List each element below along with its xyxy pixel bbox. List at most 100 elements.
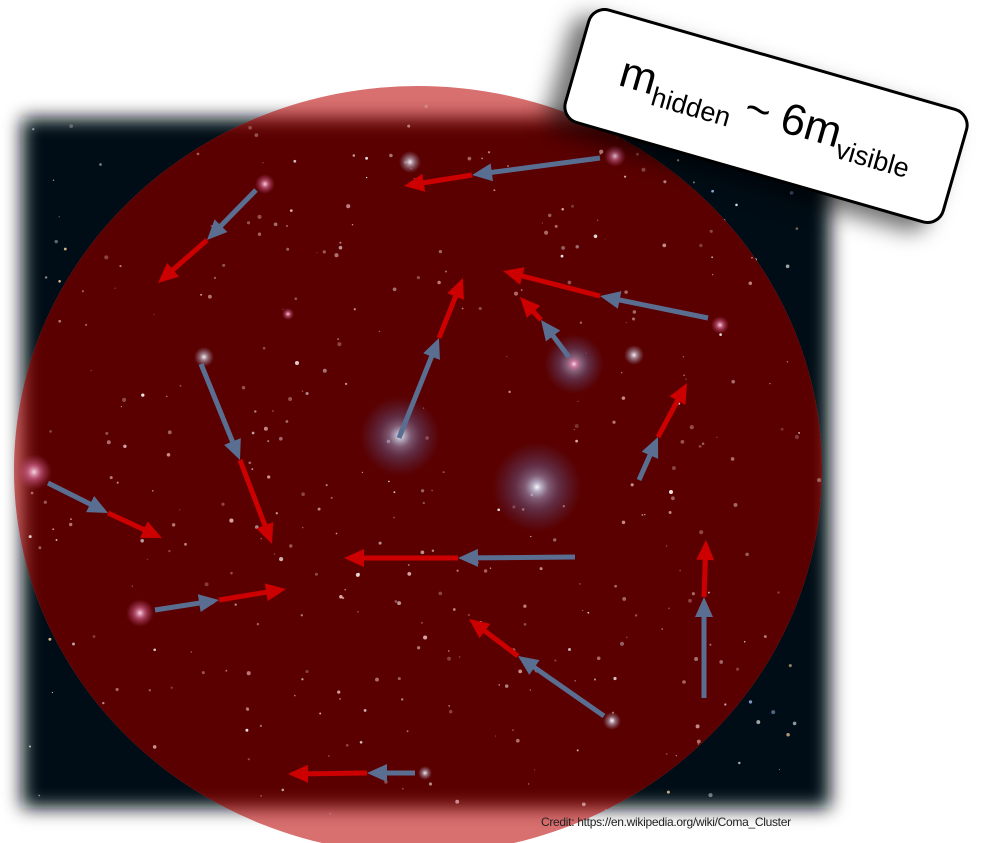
star — [596, 219, 599, 222]
star — [29, 745, 31, 748]
star — [105, 431, 109, 435]
star — [512, 729, 514, 731]
star — [116, 481, 119, 484]
star — [153, 313, 155, 315]
star — [251, 431, 255, 435]
star — [392, 287, 397, 292]
star — [69, 522, 73, 527]
hidden-velocity-shaft — [478, 625, 520, 658]
star — [314, 572, 318, 576]
hidden-velocity-shaft — [301, 770, 368, 777]
star — [689, 425, 694, 430]
star — [719, 660, 724, 664]
star — [131, 585, 133, 587]
star — [416, 646, 421, 650]
star — [527, 783, 530, 785]
star — [289, 544, 293, 548]
star — [709, 643, 712, 646]
star — [694, 657, 699, 661]
star — [699, 243, 703, 248]
star — [165, 395, 168, 398]
star — [337, 690, 341, 694]
star — [263, 426, 268, 431]
star — [229, 518, 234, 523]
star — [327, 755, 330, 758]
star — [448, 705, 451, 707]
hidden-velocity-shaft — [436, 290, 461, 339]
star — [795, 227, 799, 230]
star — [632, 310, 637, 314]
star — [38, 794, 41, 797]
star — [285, 224, 289, 228]
star — [30, 491, 34, 495]
star — [625, 321, 628, 324]
visible-velocity-shaft — [198, 363, 238, 448]
star — [567, 280, 572, 285]
star — [251, 468, 254, 471]
star — [339, 595, 343, 599]
star — [245, 728, 249, 732]
visible-velocity-shaft — [528, 661, 606, 719]
galaxy-lower-left — [126, 599, 154, 627]
star — [701, 442, 705, 446]
star — [666, 545, 668, 547]
star — [636, 152, 639, 156]
star — [743, 641, 746, 643]
star — [328, 812, 332, 816]
star — [467, 156, 472, 161]
star — [393, 516, 395, 519]
star — [248, 461, 252, 465]
star — [504, 684, 509, 688]
hidden-velocity-shaft — [237, 459, 270, 532]
velocity-arrow — [396, 278, 464, 439]
star — [523, 604, 527, 608]
star — [679, 569, 681, 572]
star — [697, 743, 699, 745]
star — [294, 360, 300, 366]
hidden-velocity-shaft — [701, 553, 709, 598]
star — [483, 569, 488, 573]
star — [213, 276, 217, 280]
star — [613, 676, 617, 681]
galaxy-red-dot — [282, 308, 294, 320]
hidden-velocity-head — [288, 764, 309, 783]
visible-velocity-head — [197, 594, 219, 612]
visible-velocity-shaft — [154, 599, 206, 613]
star — [789, 191, 794, 195]
star — [547, 213, 552, 218]
velocity-arrow — [636, 383, 687, 482]
star — [467, 613, 471, 617]
star — [612, 420, 616, 424]
star — [103, 812, 107, 816]
galaxy-upper-left — [255, 174, 275, 194]
star — [455, 799, 460, 804]
star — [273, 553, 276, 555]
visible-velocity-shaft — [46, 480, 97, 509]
star — [32, 128, 35, 131]
star — [665, 753, 668, 755]
star — [604, 238, 606, 240]
star — [735, 203, 738, 207]
star — [575, 245, 579, 249]
star — [438, 591, 443, 596]
star — [507, 165, 509, 167]
star — [393, 491, 396, 494]
star — [301, 390, 304, 392]
star — [72, 642, 75, 646]
star — [431, 489, 433, 492]
hidden-velocity-head — [140, 521, 162, 538]
star — [204, 582, 209, 587]
visible-velocity-shaft — [613, 296, 709, 321]
star — [771, 710, 776, 715]
star — [28, 535, 32, 539]
star — [254, 525, 259, 529]
star — [285, 420, 289, 423]
star — [190, 651, 192, 653]
galaxy-bottom — [418, 766, 432, 780]
star — [196, 152, 200, 156]
hidden-velocity-head — [669, 383, 687, 405]
star — [733, 502, 738, 507]
star — [604, 809, 607, 811]
star — [438, 249, 443, 254]
star — [698, 445, 702, 448]
